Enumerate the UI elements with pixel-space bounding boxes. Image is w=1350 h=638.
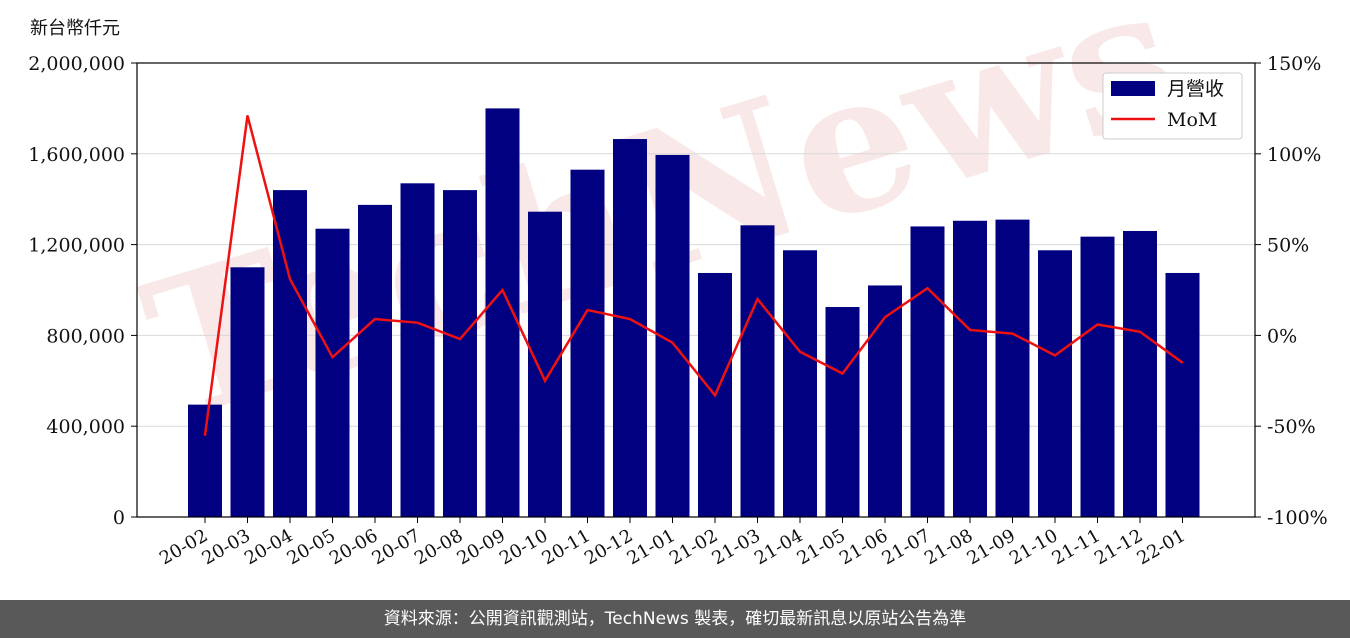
mom-point (714, 394, 716, 397)
bar (400, 183, 435, 517)
x-tick-label: 20-06 (326, 525, 381, 569)
x-tick-label: 20-07 (369, 525, 424, 569)
bar (1165, 272, 1200, 517)
mom-point (756, 298, 759, 300)
x-tick-label: 21-08 (921, 525, 976, 569)
bar (443, 190, 477, 517)
mom-point (544, 380, 546, 382)
bar (613, 139, 647, 518)
mom-point (416, 321, 419, 324)
x-tick-label: 21-04 (751, 525, 806, 569)
left-tick-label: 0 (113, 507, 125, 529)
x-tick-label: 20-12 (581, 525, 636, 569)
mom-point (1011, 332, 1014, 335)
bar (1123, 230, 1157, 518)
mom-point (204, 434, 206, 437)
bar (868, 285, 902, 517)
x-tick-label: 21-10 (1006, 525, 1061, 569)
mom-point (671, 341, 674, 344)
mom-line-series (203, 114, 1184, 437)
mom-point (1054, 354, 1056, 357)
x-tick-label: 20-08 (411, 525, 466, 569)
left-tick-label: 1,200,000 (28, 235, 125, 257)
mom-point (331, 356, 334, 358)
x-tick-label: 20-09 (454, 525, 509, 569)
x-tick-label: 22-01 (1134, 525, 1189, 569)
x-tick-label: 21-07 (879, 525, 934, 569)
legend-label-revenue: 月營收 (1167, 78, 1224, 100)
x-tick-label: 21-01 (624, 525, 679, 569)
legend-label-mom: MoM (1167, 109, 1217, 131)
revenue-chart: TechNews 0400,000800,0001,200,0001,600,0… (28, 0, 1328, 569)
mom-point (246, 114, 249, 117)
mom-point (289, 278, 291, 280)
x-tick-label: 20-04 (241, 525, 296, 569)
mom-point (1181, 361, 1184, 364)
legend-bar-swatch (1111, 81, 1155, 96)
right-tick-label: -100% (1267, 507, 1328, 529)
bar (273, 190, 307, 517)
left-tick-label: 800,000 (46, 325, 125, 347)
right-axis-ticks: -100% -50% 0% 50% 100% 150% (1255, 53, 1328, 529)
right-tick-label: 150% (1267, 53, 1321, 75)
x-tick-label: 20-10 (496, 525, 551, 569)
bar (230, 267, 265, 517)
x-tick-label: 20-05 (284, 525, 339, 569)
mom-point (884, 316, 886, 319)
x-tick-label: 20-02 (156, 525, 211, 569)
axes (136, 62, 1256, 518)
bar (825, 307, 860, 517)
x-tick-label: 21-06 (836, 525, 891, 569)
right-tick-label: -50% (1267, 416, 1316, 438)
mom-point (501, 289, 504, 291)
bar (740, 225, 775, 517)
x-tick-label: 20-03 (199, 525, 254, 569)
bar (995, 219, 1030, 517)
x-tick-label: 20-11 (539, 525, 594, 569)
mom-line (203, 115, 1184, 436)
x-tick-label: 21-02 (666, 525, 721, 569)
x-tick-label: 21-12 (1091, 525, 1146, 569)
right-tick-label: 100% (1267, 144, 1321, 166)
mom-point (1096, 323, 1099, 326)
mom-point (926, 287, 929, 289)
bar (315, 228, 350, 517)
left-tick-label: 1,600,000 (28, 144, 125, 166)
right-tick-label: 50% (1267, 235, 1309, 257)
x-tick-label: 21-05 (794, 525, 849, 569)
left-axis-ticks: 0 400,000 800,000 1,200,000 1,600,000 2,000,0… (28, 53, 137, 529)
bar (910, 226, 945, 517)
bar (188, 404, 222, 517)
x-axis-ticks: 20-0220-0320-0420-0520-0620-0720-0820-09… (156, 517, 1189, 569)
x-tick-label: 21-03 (709, 525, 764, 569)
bar (1080, 236, 1115, 517)
bar (1038, 250, 1072, 517)
mom-point (459, 338, 461, 340)
bar (953, 220, 987, 517)
bar-series (188, 108, 1200, 518)
source-footer: 資料來源：公開資訊觀測站，TechNews 製表，確切最新訊息以原站公告為準 (0, 600, 1350, 638)
bar (570, 169, 605, 517)
legend: 月營收 MoM (1102, 72, 1243, 140)
bar (528, 211, 562, 517)
y-axis-unit-label: 新台幣仟元 (30, 18, 120, 39)
mom-point (374, 318, 376, 320)
mom-point (969, 329, 971, 331)
right-tick-label: 0% (1267, 325, 1297, 347)
mom-point (1139, 330, 1141, 333)
x-tick-label: 21-09 (964, 525, 1019, 569)
x-tick-label: 21-11 (1049, 525, 1104, 569)
plot-frame (136, 62, 1256, 518)
mom-point (586, 309, 589, 311)
left-tick-label: 2,000,000 (28, 53, 125, 75)
mom-point (841, 372, 844, 375)
mom-point (799, 350, 801, 353)
left-tick-label: 400,000 (46, 416, 125, 438)
mom-point (629, 318, 631, 320)
bar (783, 250, 817, 517)
bar (358, 204, 392, 517)
